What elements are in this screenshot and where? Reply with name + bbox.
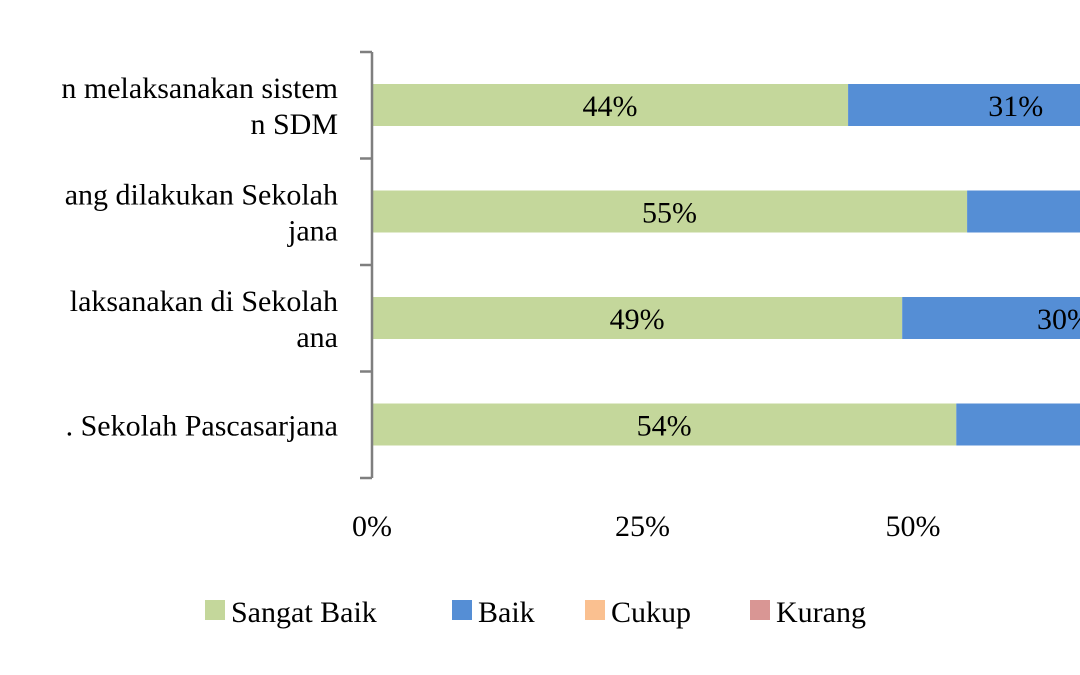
- legend-item: Baik: [452, 596, 535, 629]
- legend-label: Baik: [478, 596, 535, 629]
- legend-label: Kurang: [776, 596, 866, 629]
- x-tick-label: 25%: [615, 510, 670, 543]
- legend-label: Cukup: [611, 596, 691, 629]
- legend-swatch: [452, 600, 472, 620]
- legend-swatch: [585, 600, 605, 620]
- category-label: n SDM: [250, 108, 338, 141]
- data-label: 44%: [583, 90, 638, 123]
- bar-segment: [967, 190, 1080, 233]
- category-label: . Sekolah Pascasarjana: [66, 410, 338, 443]
- category-label: ana: [296, 321, 338, 354]
- category-label: jana: [287, 215, 338, 248]
- category-label: laksanakan di Sekolah: [70, 285, 338, 318]
- category-label: n melaksanakan sistem: [61, 72, 338, 105]
- bar-segment: [372, 297, 903, 339]
- legend-item: Kurang: [750, 596, 866, 629]
- category-label: ang dilakukan Sekolah: [65, 179, 338, 212]
- data-label: 55%: [642, 197, 697, 230]
- data-label: 30%: [1037, 303, 1080, 336]
- x-tick-label: 0%: [352, 510, 392, 543]
- legend-item: Cukup: [585, 596, 691, 629]
- legend-swatch: [750, 600, 770, 620]
- data-label: 31%: [988, 90, 1043, 123]
- data-label: 54%: [637, 410, 692, 443]
- bar-segment: [372, 84, 849, 126]
- legend-label: Sangat Baik: [231, 596, 377, 629]
- bar-segment: [956, 403, 1080, 446]
- legend-item: Sangat Baik: [205, 596, 377, 629]
- bar-segment: [372, 190, 968, 233]
- x-tick-label: 50%: [886, 510, 941, 543]
- bar-segment: [848, 84, 1080, 126]
- bar-segment: [372, 403, 957, 446]
- legend-swatch: [205, 600, 225, 620]
- data-label: 49%: [610, 303, 665, 336]
- bar-segment: [902, 297, 1080, 339]
